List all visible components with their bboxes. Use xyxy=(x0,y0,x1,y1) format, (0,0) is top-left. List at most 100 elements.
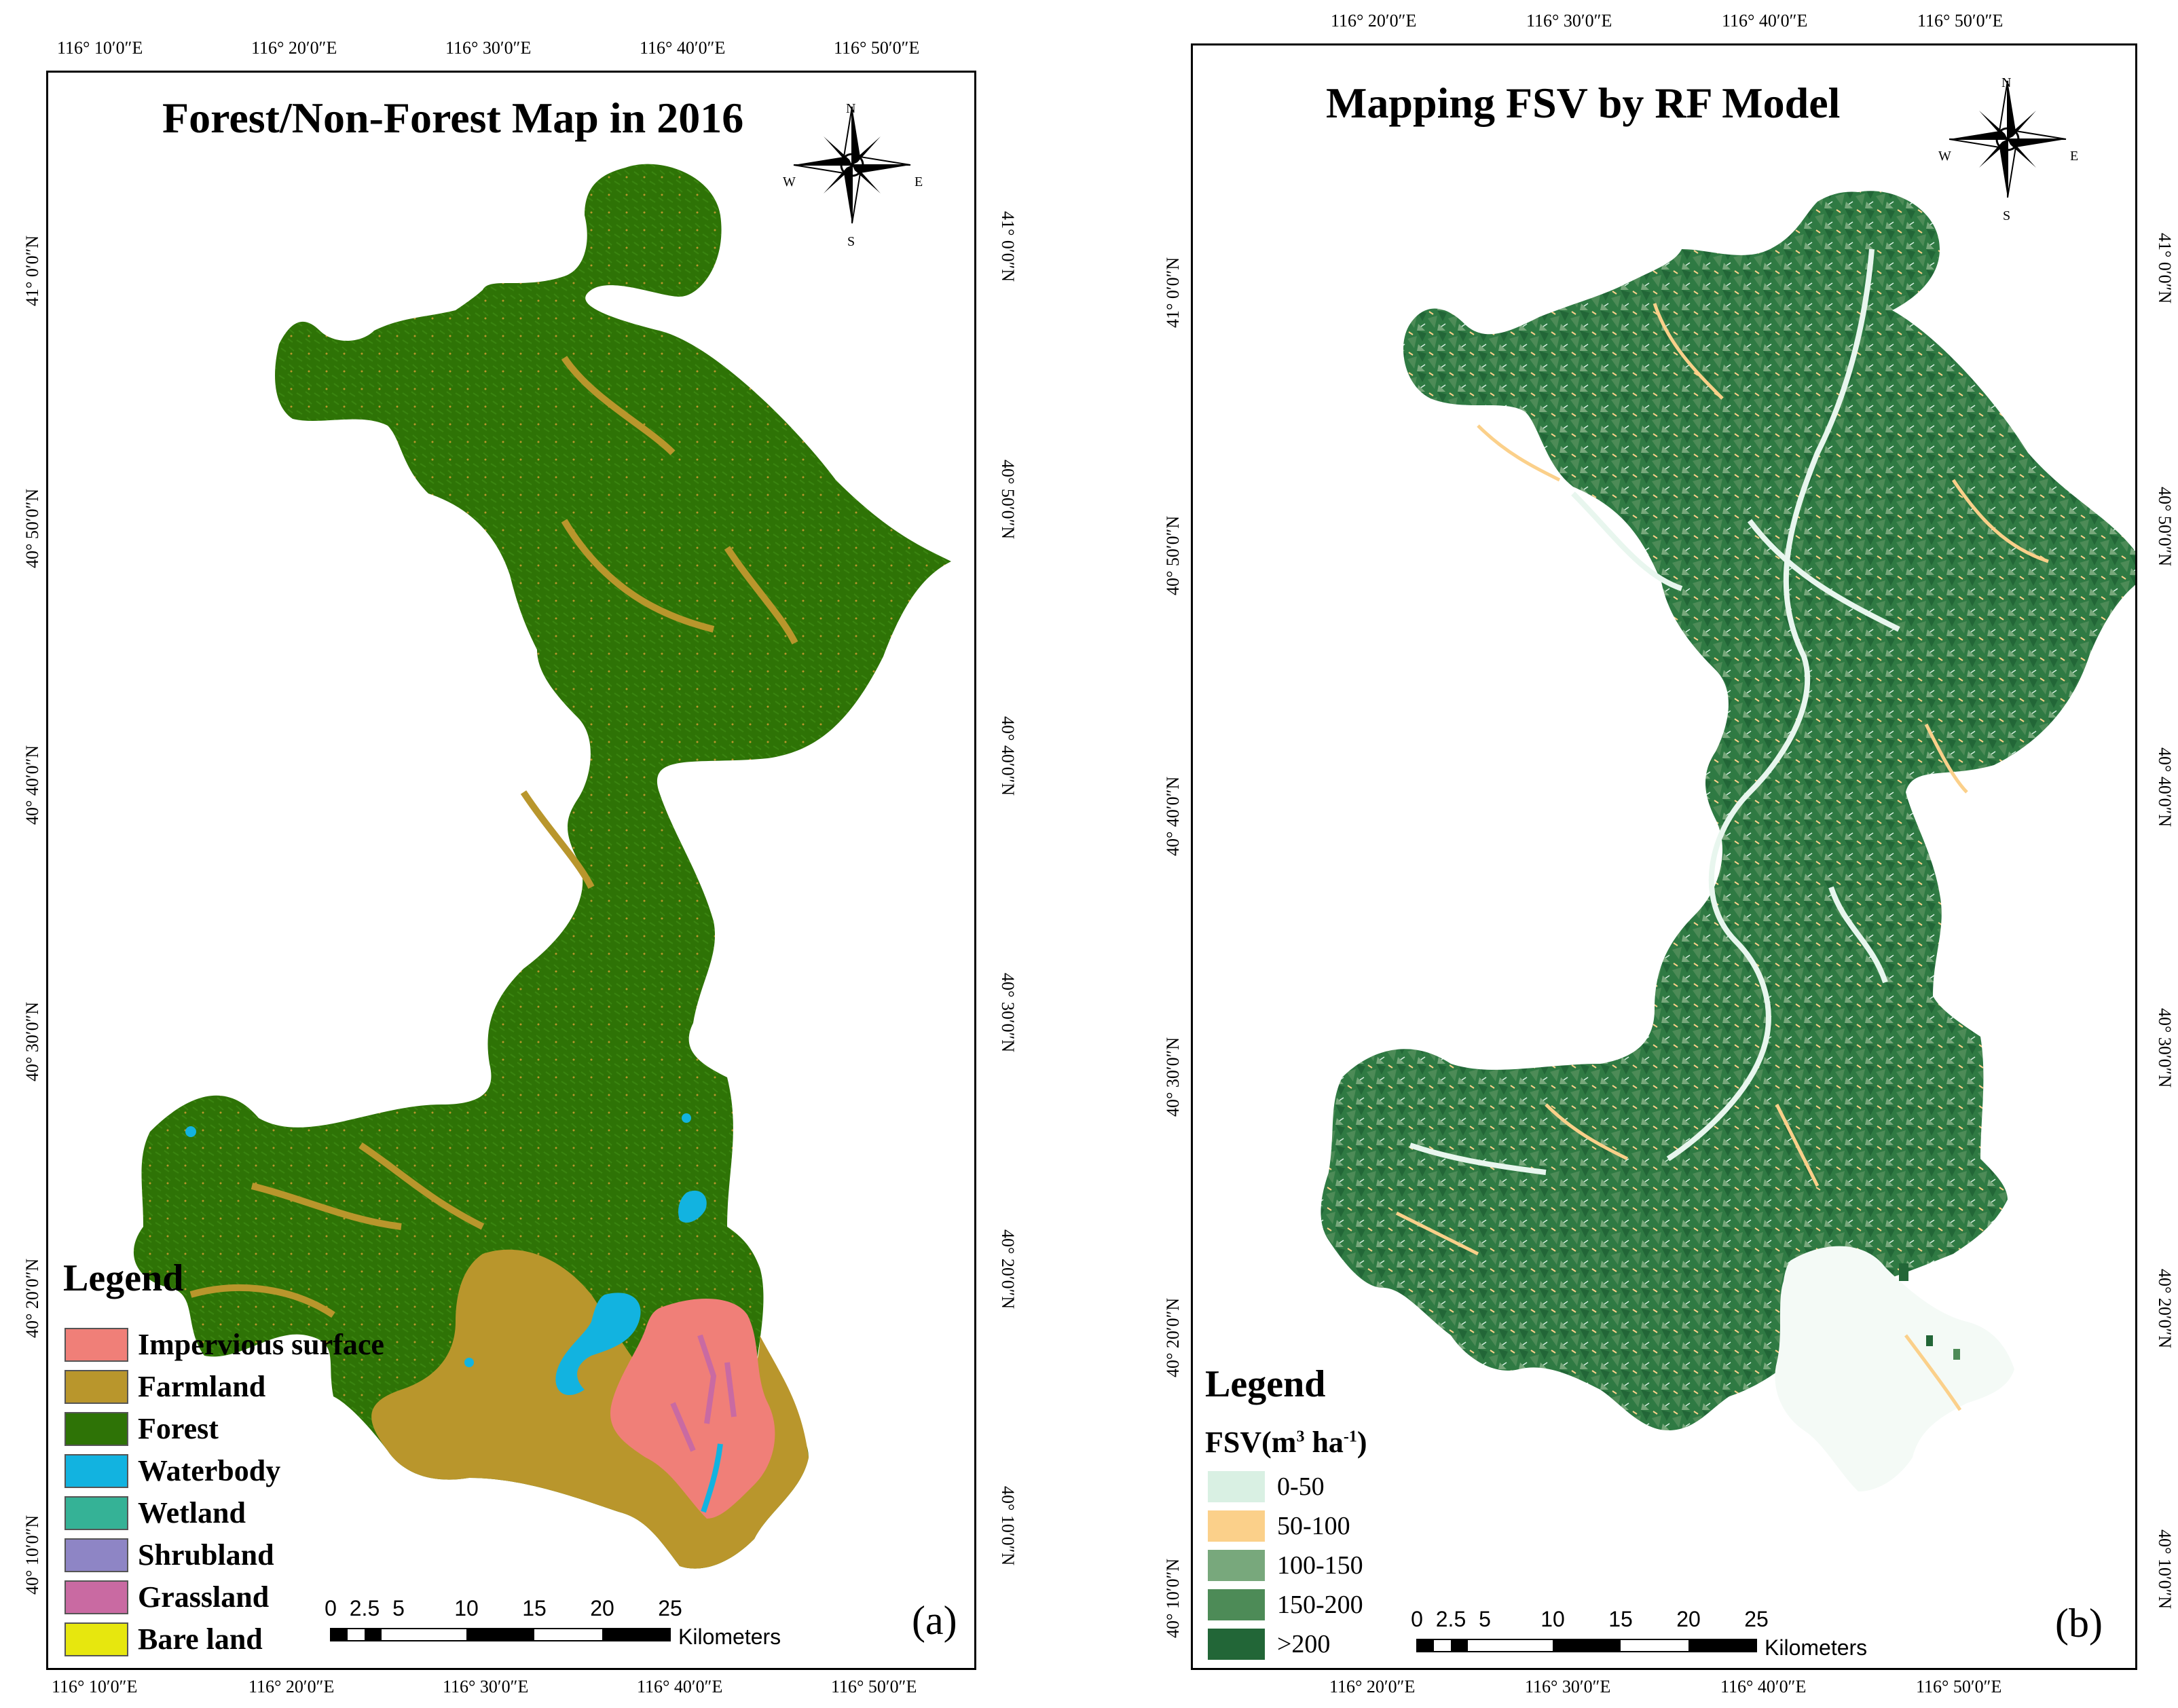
legend-swatch xyxy=(64,1622,128,1656)
legend-swatch xyxy=(1208,1550,1265,1581)
scale-tick-label: 10 xyxy=(1540,1607,1565,1631)
legend-item-impervious: Impervious surface xyxy=(64,1327,384,1362)
lon-label: 116° 20′0″E xyxy=(251,38,337,58)
legend-swatch xyxy=(1208,1589,1265,1620)
lat-label: 40° 50′0″N xyxy=(2155,487,2175,567)
legend-item-fsv-0-50: 0-50 xyxy=(1208,1471,1325,1502)
panel-b-fsv-map: Mapping FSV by RF Model xyxy=(1191,43,2137,1670)
scale-tick-label: 2.5 xyxy=(349,1596,380,1620)
lat-label: 40° 20′0″N xyxy=(22,1258,42,1338)
legend-subtitle-sup2: -1 xyxy=(1343,1428,1357,1446)
panel-a-title: Forest/Non-Forest Map in 2016 xyxy=(162,94,744,142)
lat-label: 41° 0′0″N xyxy=(2155,233,2175,304)
scale-tick-label: 15 xyxy=(522,1596,547,1620)
lon-label: 116° 20′0″E xyxy=(1329,1677,1416,1696)
lon-label: 116° 50′0″E xyxy=(1916,1677,2002,1696)
lon-label: 116° 30′0″E xyxy=(1526,11,1612,31)
region-high-fsv-patch xyxy=(1926,1335,1933,1346)
region-waterbody-pond xyxy=(464,1358,474,1367)
region-waterbody-river xyxy=(701,1443,723,1513)
legend-label: Wetland xyxy=(138,1496,246,1529)
scale-bar-graphic xyxy=(1416,1639,1757,1652)
lon-label: 116° 30′0″E xyxy=(443,1677,529,1696)
panel-b-tag: (b) xyxy=(2055,1601,2103,1646)
region-grassland xyxy=(670,1334,737,1452)
compass-e-label: E xyxy=(915,174,923,189)
legend-subtitle-sup1: 3 xyxy=(1296,1428,1305,1446)
lon-label: 116° 40′0″E xyxy=(1722,11,1808,31)
compass-w-label: W xyxy=(1938,149,1951,164)
legend-swatch xyxy=(1208,1471,1265,1502)
legend-label: Impervious surface xyxy=(138,1328,384,1361)
legend-swatch xyxy=(64,1453,128,1488)
scale-bar: 0 2.5 5 10 15 20 25 Kilometers xyxy=(324,1596,813,1664)
legend-item-fsv-100-150: 100-150 xyxy=(1208,1550,1363,1581)
landcover-map-canvas xyxy=(133,106,952,1569)
lat-label: 40° 10′0″N xyxy=(2155,1529,2175,1610)
legend-label: >200 xyxy=(1277,1630,1331,1658)
region-forest-stock xyxy=(1321,191,2135,1430)
legend-label: Shrubland xyxy=(138,1538,274,1572)
scale-bar-graphic xyxy=(330,1628,671,1641)
lon-label: 116° 40′0″E xyxy=(637,1677,723,1696)
region-waterbody-reservoir xyxy=(555,1293,641,1396)
legend-label: Farmland xyxy=(138,1370,266,1403)
legend-label: 0-50 xyxy=(1277,1472,1325,1501)
fsv-map-canvas xyxy=(1321,80,2135,1491)
compass-w-label: W xyxy=(783,174,796,189)
legend-item-wetland: Wetland xyxy=(64,1496,246,1530)
panel-b-legend-subtitle: FSV(m3 ha-1) xyxy=(1205,1425,1367,1460)
legend-swatch xyxy=(64,1538,128,1572)
legend-item-grassland: Grassland xyxy=(64,1580,269,1614)
lon-label: 116° 30′0″E xyxy=(1525,1677,1611,1696)
lon-label: 116° 50′0″E xyxy=(1917,11,2004,31)
legend-item-fsv-over-200: >200 xyxy=(1208,1629,1330,1660)
scale-unit: Kilometers xyxy=(1765,1635,1868,1660)
scale-tick-label: 5 xyxy=(1479,1607,1491,1631)
legend-swatch xyxy=(64,1496,128,1530)
legend-label: Grassland xyxy=(138,1580,270,1614)
panel-a-landcover-map: Forest/Non-Forest Map in 2016 xyxy=(46,71,976,1670)
lat-label: 40° 10′0″N xyxy=(998,1486,1018,1566)
panel-b-legend-title: Legend xyxy=(1205,1363,1326,1405)
scale-tick-label: 15 xyxy=(1608,1607,1633,1631)
compass-s-label: S xyxy=(2003,208,2011,223)
scale-tick-label: 25 xyxy=(658,1596,682,1620)
region-high-fsv-patch xyxy=(1899,1263,1908,1281)
legend-label: Waterbody xyxy=(138,1454,281,1487)
lat-label: 40° 30′0″N xyxy=(1163,1037,1183,1117)
legend-swatch xyxy=(64,1369,128,1404)
lat-label: 40° 40′0″N xyxy=(22,745,42,825)
panel-b-title: Mapping FSV by RF Model xyxy=(1326,79,1841,127)
lon-label: 116° 30′0″E xyxy=(445,38,532,58)
lat-label: 40° 50′0″N xyxy=(22,488,42,568)
panel-a-tag: (a) xyxy=(912,1598,957,1643)
region-high-fsv-patch xyxy=(1953,1349,1960,1360)
lat-label: 40° 30′0″N xyxy=(22,1001,42,1081)
lat-label: 40° 20′0″N xyxy=(1163,1297,1183,1377)
scale-tick-label: 10 xyxy=(454,1596,479,1620)
lat-label: 41° 0′0″N xyxy=(998,211,1018,282)
lon-label: 116° 10′0″E xyxy=(57,38,143,58)
lat-label: 40° 10′0″N xyxy=(1163,1558,1183,1638)
scale-bar: 0 2.5 5 10 15 20 25 Kilometers xyxy=(1410,1607,1899,1668)
compass-rose xyxy=(1949,80,2067,198)
legend-swatch xyxy=(1208,1629,1265,1660)
compass-e-label: E xyxy=(2070,149,2079,164)
lat-label: 40° 40′0″N xyxy=(1163,776,1183,856)
scale-tick-label: 25 xyxy=(1744,1607,1769,1631)
legend-item-shrubland: Shrubland xyxy=(64,1538,274,1572)
scale-unit: Kilometers xyxy=(678,1625,781,1649)
legend-swatch xyxy=(1208,1510,1265,1542)
lat-label: 40° 40′0″N xyxy=(2155,747,2175,828)
lon-label: 116° 40′0″E xyxy=(640,38,726,58)
legend-label: 100-150 xyxy=(1277,1551,1363,1580)
scale-tick-label: 2.5 xyxy=(1435,1607,1466,1631)
lon-label: 116° 20′0″E xyxy=(1331,11,1417,31)
scale-tick-label: 5 xyxy=(392,1596,405,1620)
lat-label: 41° 0′0″N xyxy=(22,235,42,306)
lat-label: 40° 20′0″N xyxy=(2155,1269,2175,1349)
lat-label: 40° 30′0″N xyxy=(998,973,1018,1053)
scale-tick-label: 20 xyxy=(590,1596,614,1620)
lat-label: 40° 40′0″N xyxy=(998,716,1018,796)
